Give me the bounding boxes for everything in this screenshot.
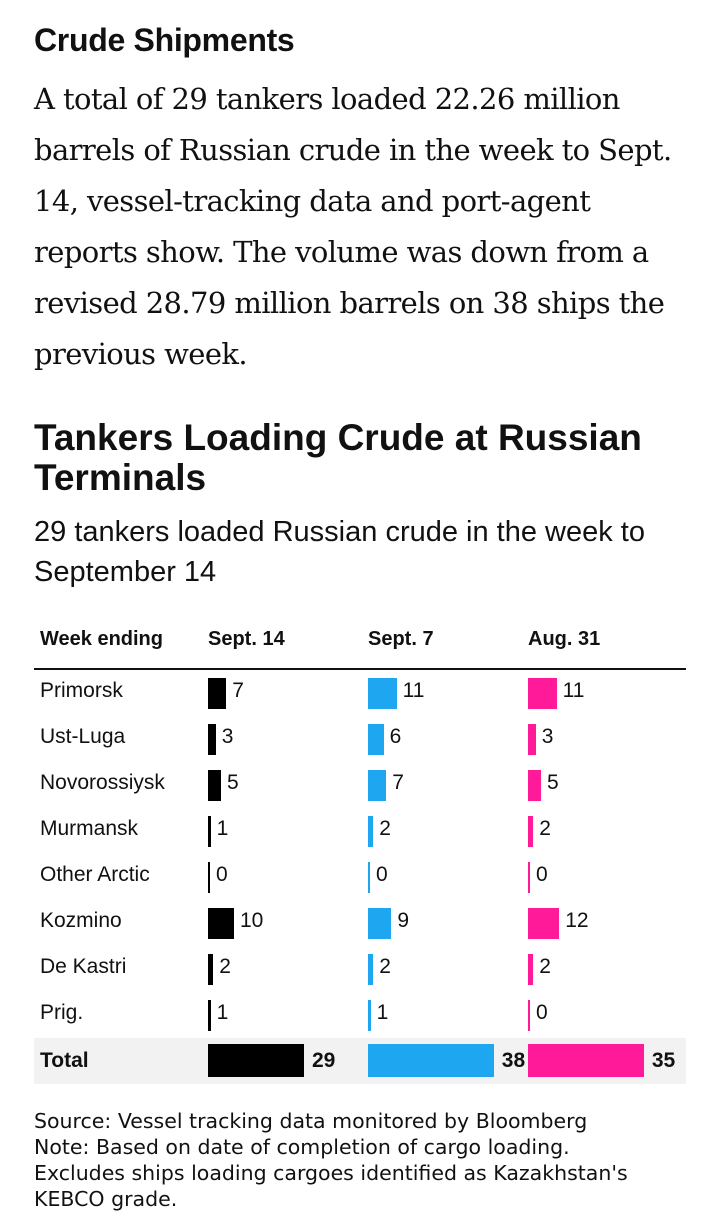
series-header-sept-14: Sept. 14	[208, 628, 285, 650]
note-line: Note: Based on date of completion of car…	[34, 1135, 570, 1159]
series-header-aug-31: Aug. 31	[528, 628, 601, 650]
note-line: KEBCO grade.	[34, 1187, 178, 1211]
total-row: Total 29 38 35	[34, 1038, 686, 1084]
table-row-ust-luga: Ust-Luga 3 6 3	[34, 716, 686, 762]
table-row-other-arctic: Other Arctic 0 0 0	[34, 854, 686, 900]
row-label: Kozmino	[40, 909, 122, 933]
value-label-sept-7: 1	[376, 1001, 389, 1025]
table-row-primorsk: Primorsk 7 11 11	[34, 670, 686, 716]
row-label: Prig.	[40, 1001, 84, 1025]
bar-sept-14-prig	[208, 999, 211, 1031]
bar-sept-14-de-kastri	[208, 953, 214, 985]
chart-subtitle: 29 tankers loaded Russian crude in the w…	[34, 516, 645, 588]
value-label-sept-7: 11	[402, 679, 425, 703]
article-body: A total of 29 tankers loaded 22.26 milli…	[34, 82, 672, 371]
row-label: Murmansk	[40, 817, 139, 841]
total-value-sept-7: 38	[501, 1049, 526, 1072]
value-label-sept-7: 9	[397, 909, 410, 933]
total-value-aug-31: 35	[651, 1049, 676, 1072]
bar-aug-31-primorsk	[528, 677, 557, 709]
table-row-novorossiysk: Novorossiysk 5 7 5	[34, 762, 686, 808]
value-label-sept-7: 0	[376, 863, 388, 887]
bar-sept-7-novorossiysk	[368, 769, 387, 801]
table-row-kozmino: Kozmino 10 9 12	[34, 900, 686, 946]
bar-sept-7-other-arctic	[368, 861, 370, 893]
bar-aug-31-de-kastri	[528, 953, 534, 985]
bar-sept-7-murmansk	[368, 815, 374, 847]
value-label-sept-7: 2	[379, 955, 391, 979]
series-header-sept-7: Sept. 7	[368, 628, 434, 650]
value-label-sept-14: 1	[216, 1001, 229, 1025]
value-label-sept-7: 2	[379, 817, 391, 841]
bar-aug-31-ust-luga	[528, 723, 536, 755]
value-label-aug-31: 3	[541, 725, 554, 749]
row-label: Novorossiysk	[40, 771, 165, 795]
value-label-aug-31: 5	[547, 771, 559, 795]
bar-sept-14-ust-luga	[208, 723, 216, 755]
bar-sept-7-primorsk	[368, 677, 397, 709]
value-label-aug-31: 11	[562, 679, 585, 703]
bar-sept-14-other-arctic	[208, 861, 210, 893]
bar-sept-7-ust-luga	[368, 723, 384, 755]
value-label-sept-7: 6	[389, 725, 402, 749]
total-bar-sept-7	[368, 1044, 494, 1077]
bar-sept-7-kozmino	[368, 907, 392, 939]
table-row-de-kastri: De Kastri 2 2 2	[34, 946, 686, 992]
bar-sept-14-murmansk	[208, 815, 211, 847]
row-label: Primorsk	[40, 679, 123, 703]
value-label-sept-14: 7	[232, 679, 244, 703]
value-label-aug-31: 2	[539, 817, 551, 841]
bar-sept-7-prig	[368, 999, 371, 1031]
value-label-aug-31: 2	[539, 955, 551, 979]
note-line: Excludes ships loading cargoes identifie…	[34, 1161, 628, 1185]
table-row-murmansk: Murmansk 1 2 2	[34, 808, 686, 854]
value-label-sept-14: 10	[240, 909, 264, 933]
bar-aug-31-novorossiysk	[528, 769, 541, 801]
bar-aug-31-prig	[528, 999, 530, 1031]
value-label-aug-31: 0	[536, 863, 548, 887]
chart-notes: Source: Vessel tracking data monitored b…	[34, 1108, 686, 1212]
value-label-aug-31: 12	[565, 909, 589, 933]
value-label-sept-14: 0	[216, 863, 228, 887]
bar-aug-31-kozmino	[528, 907, 560, 939]
chart-title: Tankers Loading Crude at Russian Termina…	[34, 417, 642, 498]
value-label-sept-14: 5	[227, 771, 239, 795]
bar-sept-7-de-kastri	[368, 953, 374, 985]
table-row-prig: Prig. 1 1 0	[34, 992, 686, 1038]
bar-aug-31-murmansk	[528, 815, 534, 847]
source-note: Source: Vessel tracking data monitored b…	[34, 1109, 588, 1133]
total-bar-sept-14	[208, 1044, 304, 1077]
row-label: Other Arctic	[40, 863, 150, 887]
total-bar-aug-31	[528, 1044, 644, 1077]
tanker-table-chart: Week ending Sept. 14 Sept. 7 Aug. 31 Pri…	[34, 618, 686, 1088]
row-label: Ust-Luga	[40, 725, 126, 749]
bar-aug-31-other-arctic	[528, 861, 530, 893]
value-label-aug-31: 0	[536, 1001, 548, 1025]
bar-sept-14-novorossiysk	[208, 769, 221, 801]
value-label-sept-14: 3	[221, 725, 234, 749]
value-label-sept-7: 7	[392, 771, 404, 795]
week-ending-header: Week ending	[40, 628, 163, 650]
total-value-sept-14: 29	[311, 1049, 336, 1072]
total-label: Total	[40, 1049, 89, 1072]
value-label-sept-14: 1	[216, 817, 229, 841]
value-label-sept-14: 2	[219, 955, 231, 979]
bar-sept-14-primorsk	[208, 677, 227, 709]
header-rule	[34, 668, 686, 670]
bar-sept-14-kozmino	[208, 907, 234, 939]
row-label: De Kastri	[40, 955, 127, 979]
section-title: Crude Shipments	[34, 22, 295, 58]
